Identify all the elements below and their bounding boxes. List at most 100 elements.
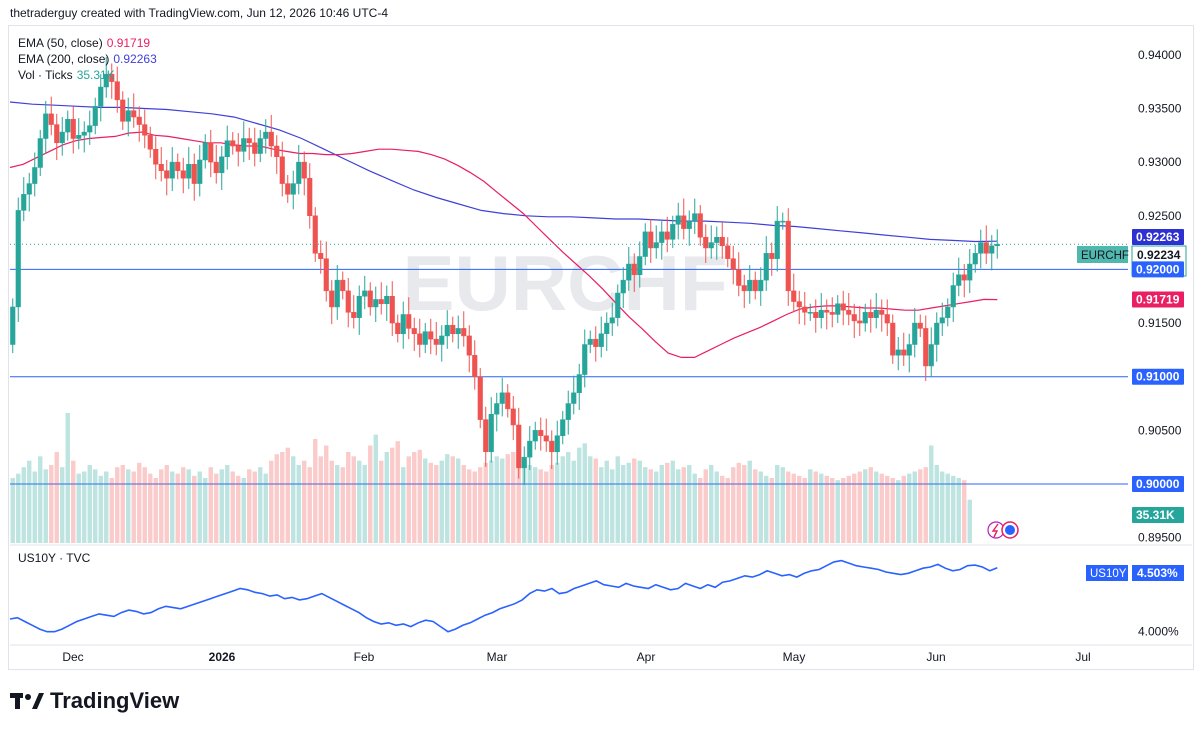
legend-ema200[interactable]: EMA (200, close) 0.92263	[18, 52, 157, 66]
candle-body	[252, 142, 258, 154]
candle-body	[461, 328, 467, 337]
candle	[164, 159, 170, 196]
candle-body	[560, 419, 566, 436]
candle	[967, 249, 973, 294]
candle	[989, 235, 995, 271]
x-tick-label: Jun	[926, 650, 945, 664]
volume-bar	[54, 452, 59, 543]
candle-body	[433, 338, 439, 345]
candle-body	[736, 269, 742, 286]
volume-bar	[461, 465, 466, 543]
candle	[670, 215, 676, 248]
candle-body	[741, 285, 747, 292]
candle-body	[345, 290, 351, 313]
volume-bar	[115, 467, 120, 543]
volume-bar	[489, 460, 494, 543]
candle-body	[450, 324, 456, 335]
volume-bar	[472, 471, 477, 543]
candle-body	[219, 156, 225, 174]
tradingview-brand[interactable]: TradingView	[10, 688, 179, 714]
candle-body	[411, 328, 417, 335]
candle	[725, 237, 731, 268]
candle-body	[279, 156, 285, 184]
candle	[741, 274, 747, 309]
candle	[928, 327, 934, 377]
volume-bar	[395, 441, 400, 543]
candle	[142, 109, 148, 149]
volume-bar	[951, 475, 956, 543]
candle	[109, 63, 115, 99]
volume-bar	[901, 475, 906, 543]
volume-price-tag-bg	[1132, 507, 1184, 523]
candle	[285, 174, 291, 203]
volume-bar	[758, 471, 763, 543]
volume-bar	[159, 469, 164, 543]
volume-bar	[241, 478, 246, 543]
candle-body	[351, 312, 357, 318]
candle-body	[807, 312, 813, 314]
level-091-price-tag: 0.91000	[1136, 370, 1180, 384]
candle	[125, 97, 131, 137]
pane2-label[interactable]: US10Y · TVC	[18, 551, 91, 565]
volume-bar	[742, 465, 747, 543]
candle	[417, 318, 423, 358]
candle	[466, 325, 472, 373]
legend-volume-label: Vol · Ticks	[18, 68, 73, 82]
candle	[92, 97, 98, 135]
candle-body	[81, 131, 87, 136]
volume-bar	[544, 471, 549, 543]
candle	[54, 113, 60, 160]
volume-bar	[379, 460, 384, 543]
volume-bar	[615, 456, 620, 543]
volume-bar	[643, 467, 648, 543]
candle	[648, 218, 654, 263]
volume-bar	[214, 473, 219, 543]
volume-bar	[137, 462, 142, 543]
candle-body	[604, 322, 610, 335]
candle	[307, 163, 313, 229]
volume-bar	[340, 467, 345, 543]
candle	[362, 275, 368, 310]
candle-body	[615, 292, 621, 318]
volume-bar	[731, 467, 736, 543]
candle-body	[307, 177, 313, 217]
volume-bar	[791, 473, 796, 543]
candle-body	[340, 279, 346, 292]
volume-bar	[109, 478, 114, 543]
candle	[752, 271, 758, 300]
legend-ema50[interactable]: EMA (50, close) 0.91719	[18, 36, 150, 50]
volume-bar	[483, 462, 488, 543]
volume-bar	[401, 467, 406, 543]
candle	[890, 314, 896, 364]
candle-body	[10, 306, 16, 345]
volume-bar	[76, 473, 81, 543]
volume-bar	[896, 480, 901, 543]
candle-body	[697, 213, 703, 238]
candle-body	[901, 349, 907, 356]
volume-bar	[329, 460, 334, 543]
us10y-last-tag-bg	[1132, 565, 1184, 581]
candle-body	[521, 456, 527, 469]
candle-body	[917, 322, 923, 329]
candle-body	[70, 118, 76, 139]
volume-bar	[566, 452, 571, 543]
candle-body	[274, 145, 280, 157]
candle	[175, 153, 181, 180]
candle-body	[65, 118, 71, 133]
candle	[560, 411, 566, 445]
candle-body	[428, 331, 434, 340]
volume-bar	[841, 478, 846, 543]
candle	[257, 129, 263, 163]
candle-body	[395, 322, 401, 335]
candle	[516, 407, 522, 479]
candle-body	[758, 279, 764, 292]
candle	[252, 127, 258, 167]
candle-body	[989, 245, 995, 254]
candle-body	[384, 295, 390, 304]
candle	[686, 210, 692, 246]
volume-bar	[412, 452, 417, 543]
legend-volume[interactable]: Vol · Ticks 35.31K	[18, 68, 115, 82]
candle	[433, 321, 439, 356]
volume-bar	[406, 456, 411, 543]
